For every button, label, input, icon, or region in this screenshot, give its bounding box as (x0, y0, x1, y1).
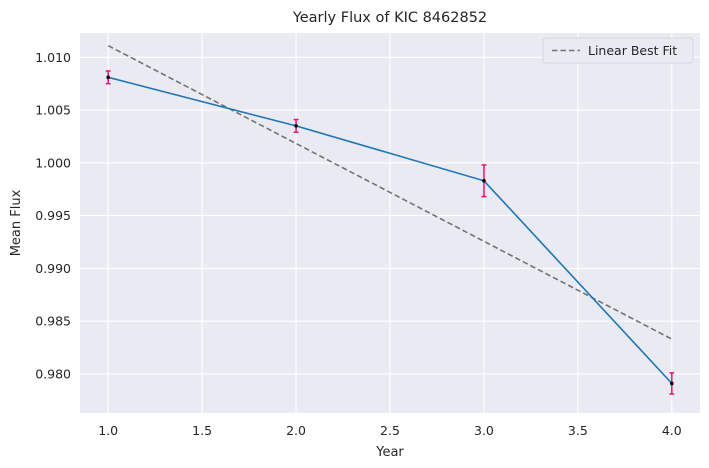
y-axis-label: Mean Flux (9, 189, 24, 256)
flux-series-line (107, 76, 673, 384)
legend-label-best-fit: Linear Best Fit (588, 43, 677, 58)
y-tick-label: 1.000 (35, 155, 71, 170)
y-tick-labels: 0.980 0.985 0.990 0.995 1.000 1.005 1.010 (35, 50, 71, 382)
x-tick-label: 3.0 (474, 423, 494, 438)
grid-lines (80, 33, 700, 413)
data-point (294, 124, 298, 128)
chart-title: Yearly Flux of KIC 8462852 (292, 10, 487, 26)
y-tick-label: 1.005 (35, 103, 71, 118)
data-point (106, 75, 110, 80)
x-tick-label: 1.5 (192, 423, 212, 438)
x-tick-label: 1.0 (98, 423, 118, 438)
x-axis-label: Year (375, 445, 404, 460)
y-tick-label: 1.010 (35, 50, 71, 65)
x-tick-labels: 1.0 1.5 2.0 2.5 3.0 3.5 4.0 (98, 423, 682, 438)
y-tick-label: 0.985 (35, 314, 71, 329)
y-tick-label: 0.995 (35, 208, 71, 223)
data-point (482, 178, 486, 183)
legend-box (542, 37, 694, 64)
x-tick-label: 4.0 (662, 423, 682, 438)
series-layer (105, 44, 675, 395)
x-tick-label: 2.5 (380, 423, 400, 438)
y-tick-label: 0.980 (35, 366, 71, 381)
x-tick-label: 3.5 (568, 423, 588, 438)
y-tick-label: 0.990 (35, 261, 71, 276)
data-point (670, 381, 674, 386)
best-fit-line (107, 44, 673, 340)
x-tick-label: 2.0 (286, 423, 306, 438)
legend: Linear Best Fit (542, 37, 694, 64)
